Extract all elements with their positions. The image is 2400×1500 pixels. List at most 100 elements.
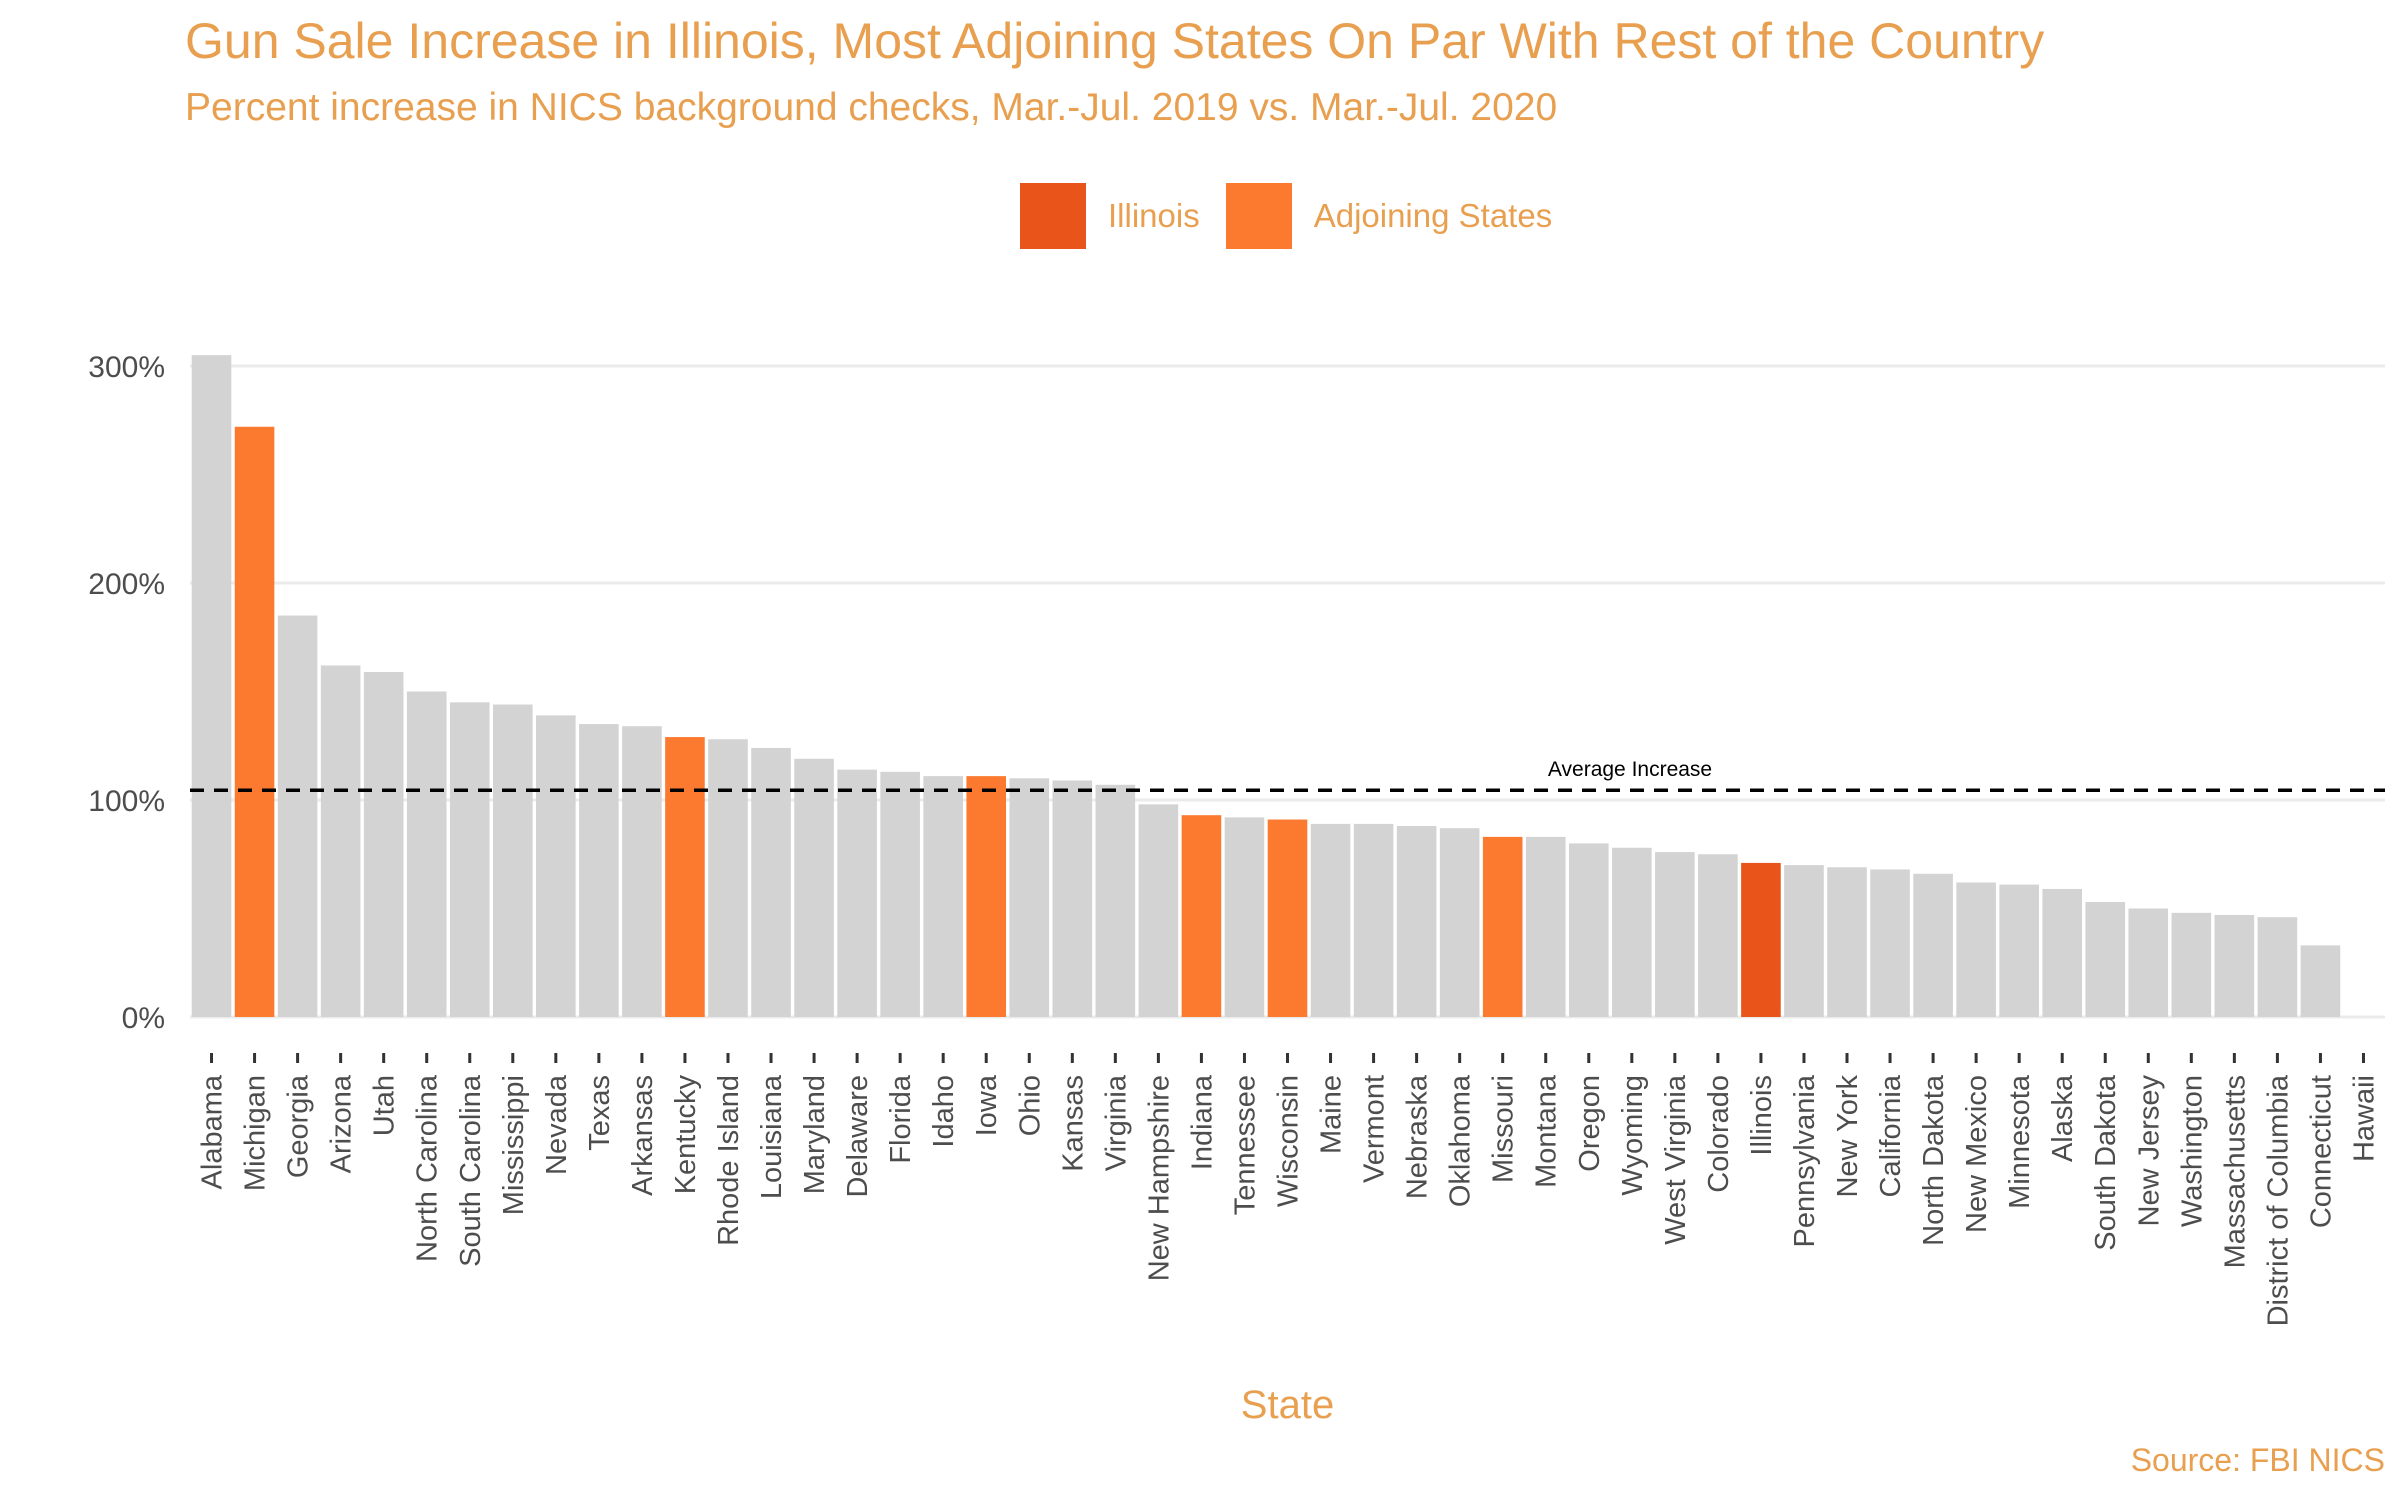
- bar: [1741, 862, 1781, 1017]
- average-annotation: Average Increase: [1548, 758, 1712, 781]
- bar: [320, 665, 361, 1017]
- x-tick-label: Michigan: [240, 1075, 272, 1191]
- x-tick-label: Pennsylvania: [1789, 1074, 1821, 1247]
- x-tick-label: Maryland: [799, 1075, 831, 1194]
- x-tick-label: Rhode Island: [713, 1075, 745, 1246]
- bar: [880, 771, 920, 1017]
- x-tick-label: Texas: [584, 1075, 616, 1151]
- bar: [622, 726, 662, 1017]
- x-tick-label: Minnesota: [2004, 1074, 2036, 1209]
- legend-swatch-adjoining-states: [1225, 183, 1292, 249]
- y-tick-label: 0%: [122, 1002, 165, 1035]
- y-tick-label: 100%: [88, 785, 165, 818]
- x-tick-label: Idaho: [928, 1075, 960, 1148]
- bar: [492, 704, 533, 1017]
- bar: [1568, 843, 1609, 1017]
- bar: [751, 747, 791, 1017]
- bar: [923, 776, 963, 1017]
- bar: [1655, 852, 1695, 1017]
- x-tick-label: South Dakota: [2090, 1074, 2122, 1251]
- bar: [2128, 908, 2169, 1017]
- x-tick-label: Vermont: [1359, 1075, 1391, 1183]
- x-tick-label: Tennessee: [1229, 1075, 1261, 1215]
- x-tick-label: Oklahoma: [1445, 1074, 1477, 1207]
- y-tick-label: 200%: [88, 568, 165, 601]
- bar: [2257, 917, 2298, 1017]
- bar: [1525, 836, 1566, 1017]
- x-tick-label: Illinois: [1746, 1075, 1778, 1156]
- bar: [1138, 804, 1179, 1017]
- x-tick-label: Oregon: [1574, 1075, 1606, 1172]
- bar: [1827, 867, 1867, 1017]
- bar: [1267, 819, 1308, 1017]
- x-tick-label: New Mexico: [1961, 1075, 1993, 1233]
- bar: [1439, 828, 1480, 1017]
- x-tick-label: Kentucky: [670, 1075, 702, 1195]
- bar: [1482, 836, 1523, 1017]
- x-tick-label: Ohio: [1014, 1075, 1046, 1136]
- x-tick-label: South Carolina: [455, 1074, 487, 1267]
- bar: [1913, 873, 1953, 1017]
- bar: [536, 715, 576, 1017]
- x-tick-label: Florida: [885, 1074, 917, 1164]
- legend-swatch-illinois: [1020, 183, 1086, 249]
- x-tick-label: Massachusetts: [2219, 1075, 2251, 1268]
- x-tick-label: New York: [1832, 1075, 1864, 1198]
- chart-title: Gun Sale Increase in Illinois, Most Adjo…: [185, 13, 2045, 69]
- x-tick-label: Connecticut: [2305, 1075, 2337, 1228]
- bar: [1698, 854, 1738, 1017]
- bar: [1999, 884, 2039, 1017]
- bar: [1095, 784, 1136, 1017]
- bar: [1612, 847, 1652, 1017]
- bar: [406, 691, 447, 1017]
- bar: [2085, 901, 2126, 1017]
- x-tick-label: Wisconsin: [1273, 1075, 1305, 1207]
- x-tick-label: Missouri: [1488, 1075, 1520, 1183]
- legend-label-illinois: Illinois: [1108, 197, 1200, 234]
- bar: [1956, 882, 1996, 1017]
- x-tick-label: Utah: [369, 1075, 401, 1136]
- x-tick-label: Nevada: [541, 1074, 573, 1175]
- bar: [1181, 815, 1222, 1017]
- legend-item-illinois: Illinois: [1020, 183, 1200, 249]
- x-tick-label: Nebraska: [1402, 1074, 1434, 1199]
- chart-subtitle: Percent increase in NICS background chec…: [185, 86, 1558, 129]
- x-tick-label: Iowa: [971, 1074, 1003, 1136]
- bar: [966, 776, 1007, 1017]
- legend: Illinois Adjoining States: [1020, 183, 1578, 249]
- bar: [665, 737, 705, 1017]
- x-tick-label: Alabama: [197, 1074, 229, 1189]
- y-tick-label: 300%: [88, 351, 165, 384]
- x-tick-label: Arkansas: [627, 1075, 659, 1196]
- x-tick-label: West Virginia: [1660, 1074, 1692, 1245]
- x-tick-label: California: [1875, 1074, 1907, 1197]
- bar: [277, 615, 318, 1017]
- x-tick-label: New Hampshire: [1143, 1075, 1175, 1281]
- x-axis-label: State: [1241, 1383, 1334, 1427]
- x-tick-label: Montana: [1531, 1074, 1563, 1188]
- x-tick-label: Colorado: [1703, 1075, 1735, 1193]
- x-tick-label: Wyoming: [1617, 1075, 1649, 1196]
- bar: [1009, 778, 1050, 1017]
- bar: [363, 671, 404, 1017]
- bar: [234, 426, 275, 1017]
- x-tick-label: Virginia: [1100, 1074, 1132, 1171]
- x-tick-label: Maine: [1316, 1075, 1348, 1154]
- bar: [708, 739, 748, 1017]
- x-tick-label: Mississippi: [498, 1075, 530, 1215]
- x-tick-label: New Jersey: [2133, 1075, 2165, 1227]
- x-tick-label: Alaska: [2047, 1074, 2079, 1162]
- bar: [1052, 780, 1093, 1017]
- x-tick-label: Indiana: [1186, 1074, 1218, 1170]
- bar: [794, 758, 834, 1017]
- bar: [191, 355, 232, 1017]
- x-tick-label: North Dakota: [1918, 1074, 1950, 1246]
- x-tick-label: North Carolina: [412, 1074, 444, 1262]
- bar: [2042, 888, 2083, 1017]
- bar: [2300, 945, 2341, 1017]
- bar: [1224, 817, 1265, 1017]
- x-tick-label: Georgia: [283, 1074, 315, 1178]
- x-tick-label: Hawaii: [2348, 1075, 2380, 1162]
- bar: [1784, 865, 1824, 1017]
